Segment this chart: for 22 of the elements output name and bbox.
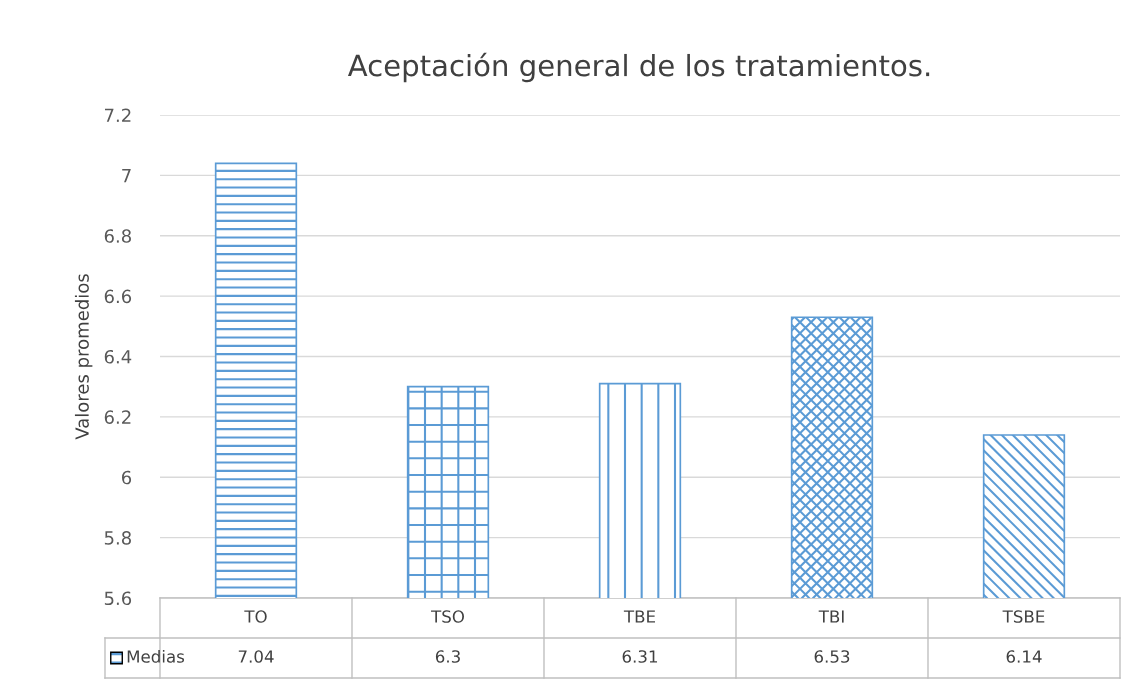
- data-label: 6.14: [1006, 650, 1042, 663]
- chart-title: Aceptación general de los tratamientos.: [347, 52, 930, 83]
- y-tick-label: 7.2: [104, 108, 131, 122]
- x-tick-label: TO: [244, 610, 267, 623]
- data-label: 6.31: [622, 650, 658, 663]
- y-tick-label: 6: [122, 470, 132, 485]
- y-tick-label: 5.6: [104, 591, 132, 606]
- x-tick-label: TSBE: [1002, 610, 1045, 623]
- legend-label: Medias: [127, 649, 185, 663]
- y-tick-label: 6.6: [104, 289, 132, 304]
- y-tick-label: 5.8: [104, 531, 131, 545]
- y-tick-label: 6.4: [104, 349, 132, 364]
- y-tick-label: 6.2: [104, 410, 131, 424]
- x-tick-label: TBE: [623, 610, 656, 623]
- x-tick-label: TSO: [431, 610, 464, 623]
- x-tick-label: TBI: [818, 610, 844, 623]
- data-label: 6.3: [435, 650, 460, 663]
- y-axis-title: Valores promedios: [74, 274, 93, 440]
- data-label: 7.04: [238, 650, 274, 663]
- y-tick-label: 6.8: [104, 229, 131, 243]
- y-tick-label: 7: [122, 169, 131, 183]
- data-label: 6.53: [814, 650, 850, 663]
